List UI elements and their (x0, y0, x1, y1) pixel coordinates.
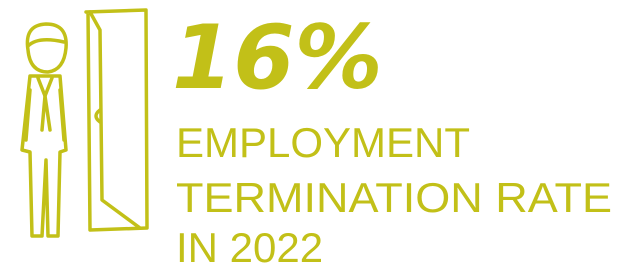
stat-value: 16% (172, 6, 383, 109)
stat-label-line: IN 2022 (176, 224, 323, 271)
person-door-icon (22, 10, 147, 236)
stat-label-line: EMPLOYMENT (176, 119, 470, 166)
stat-label-line: TERMINATION RATE (176, 174, 612, 221)
stat-graphic: 16% EMPLOYMENT TERMINATION RATE IN 2022 (0, 0, 627, 271)
